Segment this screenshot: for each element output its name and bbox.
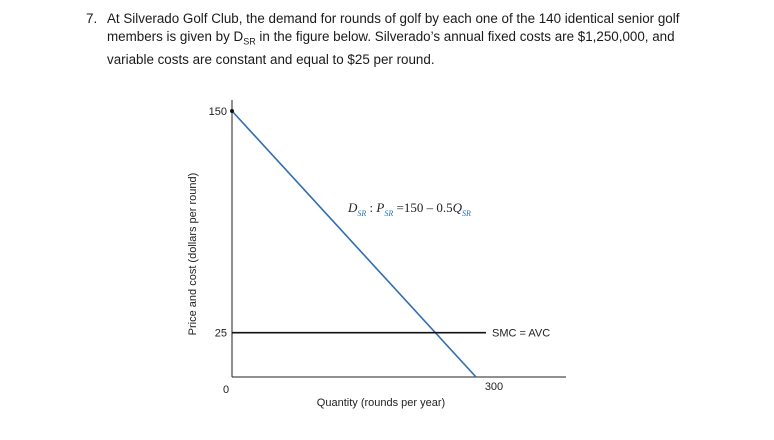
- chart-axes: [231, 100, 566, 378]
- problem-line-2-post: in the figure below. Silverado’s annual …: [255, 29, 675, 44]
- eq-d: D: [347, 200, 358, 215]
- eq-q: Q: [453, 200, 463, 215]
- eq-rhs: =150 – 0.5: [393, 200, 452, 215]
- problem-line-2-pre: members is given by D: [107, 29, 244, 44]
- chart-labels: 150 25 0 300 Quantity (rounds per year) Price…: [187, 106, 550, 409]
- eq-colon: :: [366, 200, 376, 215]
- demand-intercept-point: [230, 109, 234, 113]
- x-tick-label-300: 300: [485, 381, 503, 393]
- problem-statement: 7. At Silverado Golf Club, the demand fo…: [86, 10, 726, 69]
- x-tick-label-0: 0: [223, 384, 229, 396]
- y-tick-label-25: 25: [215, 328, 227, 340]
- x-axis-label: Quantity (rounds per year): [317, 397, 445, 409]
- eq-d-sub: SR: [357, 209, 366, 218]
- smc-avc-label: SMC = AVC: [492, 328, 550, 340]
- problem-line-1: At Silverado Golf Club, the demand for r…: [107, 11, 680, 26]
- chart-marks: [230, 109, 486, 378]
- y-axis-label: Price and cost (dollars per round): [187, 173, 199, 336]
- problem-line-2-sub: SR: [243, 36, 256, 47]
- eq-q-sub: SR: [462, 209, 471, 218]
- demand-curve-line: [231, 110, 477, 378]
- problem-line-3: variable costs are constant and equal to…: [107, 51, 435, 67]
- problem-line-2: members is given by DSR in the figure be…: [107, 28, 726, 51]
- problem-text: At Silverado Golf Club, the demand for r…: [107, 10, 726, 69]
- y-tick-label-150: 150: [209, 106, 227, 118]
- problem-number: 7.: [86, 11, 98, 26]
- demand-equation-label: DSR : PSR =150 – 0.5QSR: [347, 200, 471, 218]
- eq-p: P: [375, 200, 384, 215]
- eq-p-sub: SR: [384, 209, 393, 218]
